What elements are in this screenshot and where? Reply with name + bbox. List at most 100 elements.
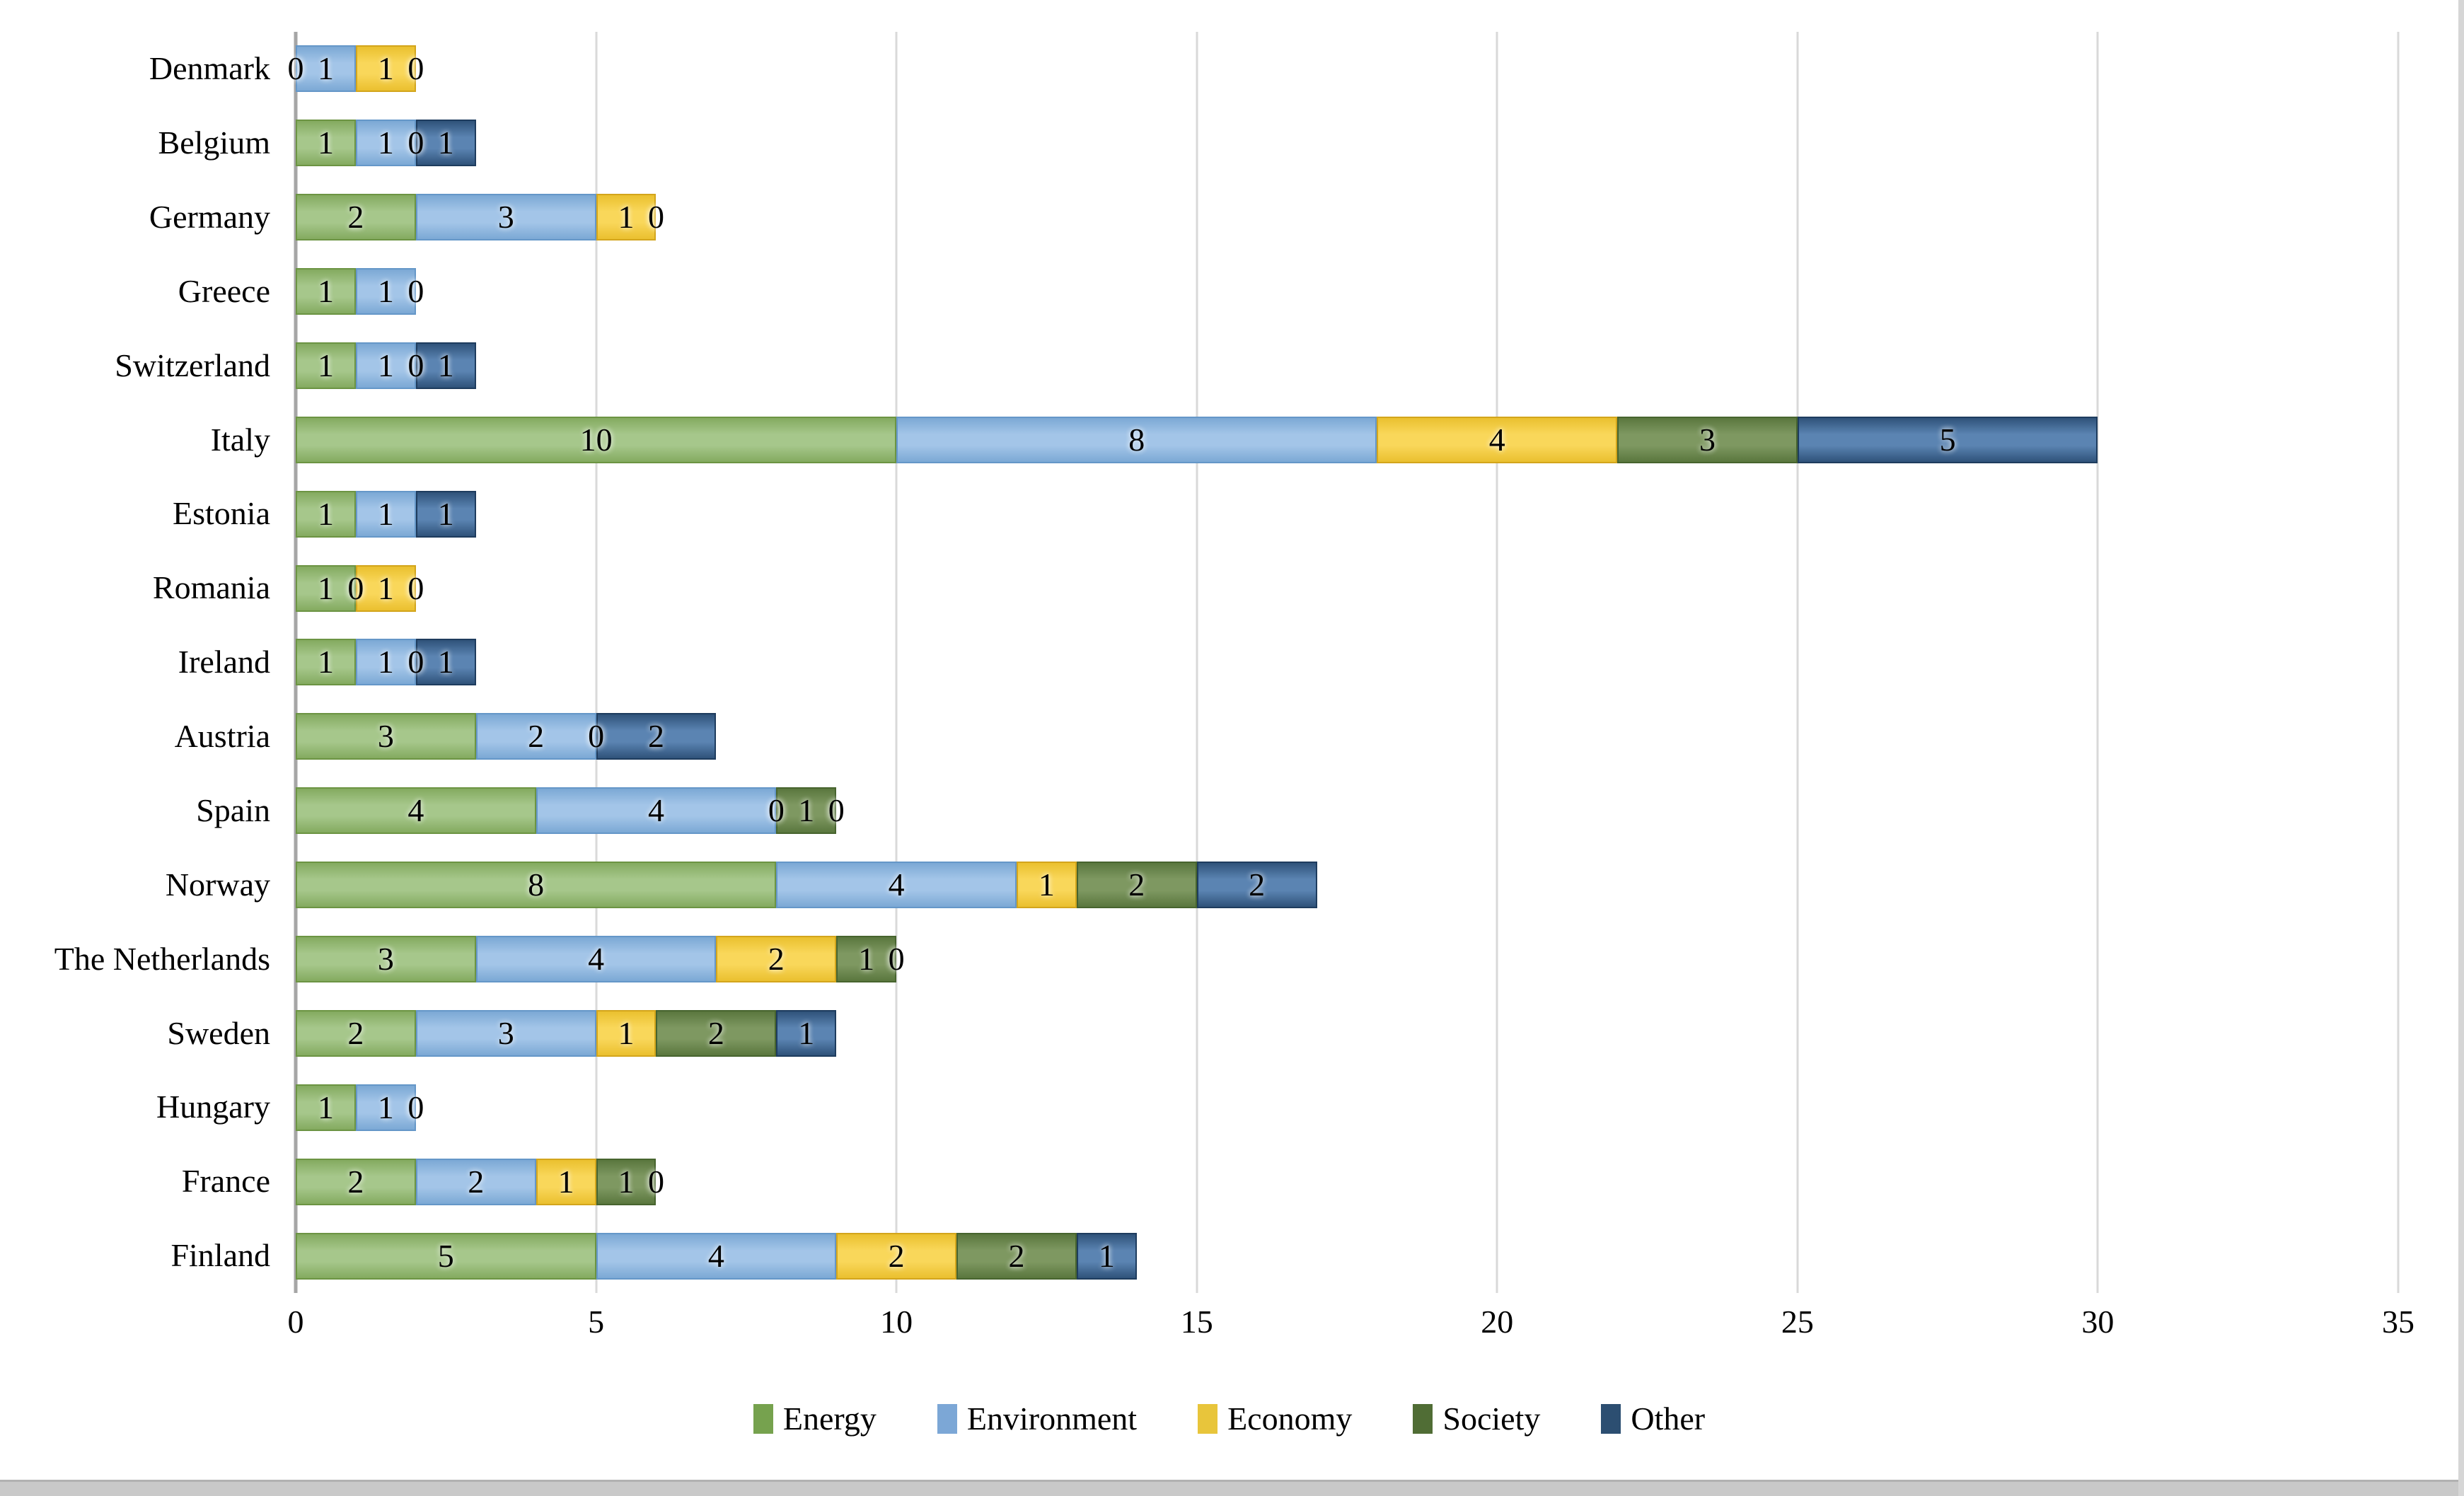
data-label: 1 (798, 792, 815, 829)
stacked-bar: 5 4 2 2 1 (296, 1232, 2398, 1280)
bar-segment-society: 1 (596, 1158, 657, 1205)
bar-row: 0 0 4 4 1 (296, 774, 2398, 848)
bar-segment-energy: 2 (296, 194, 416, 241)
gridline-x-25 (1796, 32, 1799, 1293)
zero-data-label: 0 (407, 50, 424, 87)
bar-segment-energy: 2 (296, 1009, 416, 1057)
bar-segment-other: 2 (596, 713, 717, 760)
stacked-bar: 1 1 1 (296, 342, 2398, 389)
zero-data-label: 0 (828, 792, 845, 829)
stacked-bar: 1 1 1 (296, 639, 2398, 686)
data-label: 1 (618, 199, 635, 236)
bar-segment-economy: 1 (536, 1158, 596, 1205)
legend-item-environment: Environment (937, 1403, 1137, 1435)
bar-segment-other: 5 (1797, 416, 2098, 463)
category-label: Belgium (158, 124, 270, 161)
gridline-x-5 (595, 32, 598, 1293)
bar-row: 0 2 2 1 1 (296, 1144, 2398, 1219)
bar-segment-other: 1 (415, 120, 476, 167)
legend: Energy Environment Economy Society Other (0, 1385, 2458, 1453)
bar-segment-energy: 10 (296, 416, 897, 463)
data-label: 4 (1488, 421, 1505, 458)
data-label: 4 (707, 1237, 724, 1274)
x-tick-label: 5 (588, 1304, 605, 1340)
data-label: 4 (588, 941, 605, 978)
stacked-bar: 8 4 1 2 2 (296, 862, 2398, 909)
legend-swatch-society (1413, 1404, 1433, 1434)
data-label: 1 (377, 124, 394, 161)
data-label: 10 (579, 421, 613, 458)
category-label: France (181, 1163, 270, 1200)
bar-segment-environment: 1 (355, 120, 416, 167)
bottom-gray-bar (0, 1480, 2458, 1496)
data-label: 1 (618, 1014, 635, 1051)
zero-data-label: 0 (347, 569, 364, 606)
bar-segment-energy: 1 (296, 342, 356, 389)
bar-segment-environment: 1 (355, 1084, 416, 1131)
stacked-bar: 2 3 1 2 1 (296, 1009, 2398, 1057)
data-label: 5 (1939, 421, 1956, 458)
data-label: 1 (377, 50, 394, 87)
bar-segment-energy: 2 (296, 1158, 416, 1205)
data-label: 1 (317, 273, 334, 310)
legend-item-energy: Energy (753, 1403, 877, 1435)
legend-label: Energy (782, 1401, 877, 1437)
gridline-x-20 (1496, 32, 1498, 1293)
data-label: 1 (377, 1089, 394, 1125)
bar-segment-other: 1 (415, 639, 476, 686)
bar-segment-economy: 2 (716, 936, 837, 983)
bar-segment-energy: 1 (296, 564, 356, 612)
stacked-bar: 2 3 1 (296, 194, 2398, 241)
bar-segment-society: 3 (1617, 416, 1798, 463)
legend-item-economy: Economy (1198, 1403, 1352, 1435)
data-label: 2 (888, 1237, 905, 1274)
data-label: 1 (557, 1163, 574, 1200)
legend-label: Other (1631, 1401, 1706, 1437)
zero-data-label: 0 (407, 569, 424, 606)
bar-segment-energy: 1 (296, 268, 356, 315)
legend-label: Society (1442, 1401, 1541, 1437)
legend-label: Environment (966, 1401, 1138, 1437)
data-label: 2 (707, 1014, 724, 1051)
bar-segment-environment: 4 (596, 1232, 837, 1280)
legend-item-society: Society (1413, 1403, 1540, 1435)
stacked-bar: 3 4 2 1 (296, 936, 2398, 983)
data-label: 2 (347, 1163, 364, 1200)
data-label: 1 (377, 273, 394, 310)
zero-data-label: 0 (768, 792, 785, 829)
category-label: Sweden (167, 1014, 270, 1051)
data-label: 1 (437, 495, 454, 532)
bar-segment-economy: 2 (836, 1232, 957, 1280)
stacked-bar: 1 1 1 (296, 490, 2398, 538)
data-label: 2 (647, 718, 664, 755)
data-label: 2 (1128, 866, 1145, 903)
bar-row: 5 4 2 2 1 (296, 1219, 2398, 1293)
data-label: 1 (377, 569, 394, 606)
data-label: 5 (437, 1237, 454, 1274)
data-label: 1 (798, 1014, 815, 1051)
bar-segment-energy: 4 (296, 787, 536, 835)
bar-segment-energy: 8 (296, 862, 777, 909)
category-label: Austria (174, 718, 270, 755)
zero-data-label: 0 (647, 199, 664, 236)
x-tick-label: 35 (2382, 1304, 2414, 1340)
zero-data-label: 0 (588, 718, 605, 755)
legend-swatch-economy (1198, 1404, 1218, 1434)
bar-segment-environment: 2 (475, 713, 596, 760)
data-label: 8 (1128, 421, 1145, 458)
category-label: Denmark (149, 50, 270, 87)
data-label: 3 (497, 199, 514, 236)
bar-segment-economy: 4 (1377, 416, 1618, 463)
data-label: 2 (1249, 866, 1266, 903)
data-label: 3 (1699, 421, 1716, 458)
bar-row: 10 8 4 3 5 (296, 402, 2398, 477)
category-label: Estonia (173, 495, 270, 532)
